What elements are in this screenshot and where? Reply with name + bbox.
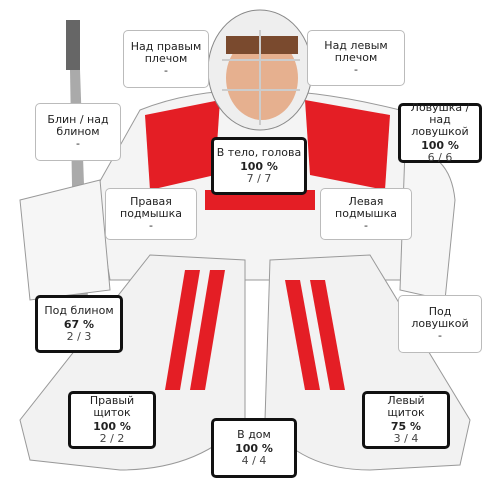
zone-label: Правая подмышка <box>120 195 182 220</box>
zone-label: Правый щиток <box>89 394 135 419</box>
zone-label: Левая подмышка <box>335 195 397 220</box>
zone-label: Под блином <box>44 304 114 317</box>
zone-label: Блин / над блином <box>47 113 109 138</box>
zone-label: Над правым плечом <box>130 40 202 65</box>
stick-grip <box>66 20 80 70</box>
zone-box[interactable]: Над левым плечом - <box>307 30 405 86</box>
zone-value: - <box>438 329 442 342</box>
zone-value: - <box>76 137 80 150</box>
zone-box[interactable]: Левая подмышка - <box>320 188 412 240</box>
zone-percent: 67 % <box>63 318 95 331</box>
zone-label: В тело, голова <box>216 146 302 159</box>
zone-label: Под ловушкой <box>411 305 469 330</box>
zone-percent: 100 % <box>240 160 278 173</box>
jersey-stripe <box>205 190 315 210</box>
zone-box[interactable]: Левый щиток 75 % 3 / 4 <box>362 391 450 449</box>
zone-label: Над левым плечом <box>324 39 388 64</box>
zone-box[interactable]: В дом 100 % 4 / 4 <box>211 418 297 478</box>
jersey-stripe <box>145 100 220 190</box>
pad-stripe <box>285 280 320 390</box>
zone-value: - <box>164 64 168 77</box>
zone-count: 2 / 2 <box>99 432 125 445</box>
jersey-stripe <box>305 100 390 190</box>
zone-box[interactable]: Ловушка / над ловушкой 100 % 6 / 6 <box>398 101 482 164</box>
zone-percent: 75 % <box>390 420 422 433</box>
zone-box[interactable]: Блин / над блином - <box>35 103 121 161</box>
zone-label: Ловушка / над ловушкой <box>410 101 470 138</box>
zone-percent: 100 % <box>93 420 131 433</box>
zone-count: 7 / 7 <box>246 172 272 185</box>
zone-box[interactable]: Под ловушкой - <box>398 295 482 353</box>
face <box>226 36 298 120</box>
pad-stripe <box>190 270 225 390</box>
zone-count: 4 / 4 <box>241 454 267 467</box>
zone-box[interactable]: Правая подмышка - <box>105 188 197 240</box>
zone-box[interactable]: Над правым плечом - <box>123 30 209 88</box>
zone-count: 3 / 4 <box>393 432 419 445</box>
cage <box>222 30 300 125</box>
pad-stripe <box>310 280 345 390</box>
blocker <box>19 179 111 301</box>
zone-percent: 100 % <box>421 139 459 152</box>
zone-count: 6 / 6 <box>427 151 453 164</box>
zone-box[interactable]: Под блином 67 % 2 / 3 <box>35 295 123 353</box>
zone-value: - <box>354 63 358 76</box>
zone-count: 2 / 3 <box>66 330 92 343</box>
zone-box[interactable]: В тело, голова 100 % 7 / 7 <box>211 137 307 195</box>
zone-box[interactable]: Правый щиток 100 % 2 / 2 <box>68 391 156 449</box>
zone-label: Левый щиток <box>387 394 425 419</box>
zone-percent: 100 % <box>235 442 273 455</box>
pad-stripe <box>165 270 200 390</box>
zone-value: - <box>364 219 368 232</box>
zone-label: В дом <box>237 428 271 441</box>
zone-value: - <box>149 219 153 232</box>
hair <box>226 36 298 54</box>
